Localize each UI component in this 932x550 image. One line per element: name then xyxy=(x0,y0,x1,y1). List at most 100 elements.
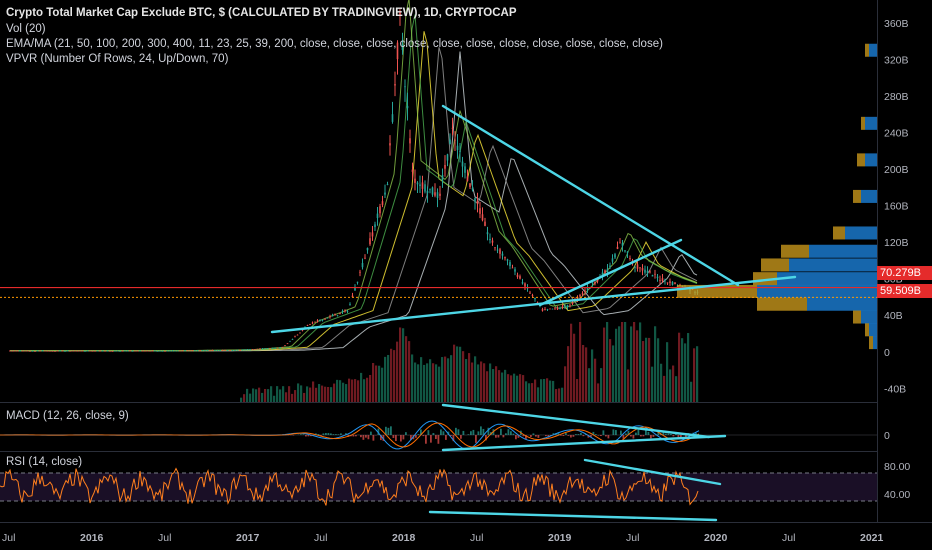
price-candle-body xyxy=(636,264,639,269)
price-candle-body xyxy=(156,350,159,352)
indicator-volume-label[interactable]: Vol (20) xyxy=(6,23,46,35)
price-candle-body xyxy=(464,166,466,173)
price-candle-body xyxy=(131,350,134,352)
macd-histogram-bar xyxy=(497,435,500,438)
price-candle-body xyxy=(26,350,29,352)
price-candle-body xyxy=(71,350,74,352)
volume-bar xyxy=(369,374,372,402)
macd-histogram-bar xyxy=(410,435,412,441)
volume-bar xyxy=(423,364,426,402)
volume-bar xyxy=(624,322,627,402)
macd-histogram-bar xyxy=(382,435,385,441)
macd-histogram-bar xyxy=(462,430,465,435)
price-candle-body xyxy=(211,350,214,351)
volume-bar xyxy=(690,381,693,402)
price-candle-body xyxy=(114,350,116,352)
price-candle-body xyxy=(334,314,336,316)
price-candle-body xyxy=(44,350,46,352)
price-candle-body xyxy=(534,297,536,300)
time-axis-tick: Jul xyxy=(158,532,171,544)
time-axis-tick: 2018 xyxy=(392,532,416,544)
price-candle-body xyxy=(251,349,254,351)
macd-histogram-bar xyxy=(460,435,462,439)
volume-bar xyxy=(486,371,489,402)
vpvr-up-bar xyxy=(861,189,877,203)
rising-trendline[interactable] xyxy=(538,238,683,307)
macd-histogram-bar xyxy=(305,435,307,437)
chart-title: Crypto Total Market Cap Exclude BTC, $ (… xyxy=(6,7,517,19)
macd-upper-trendline[interactable] xyxy=(441,403,711,439)
price-candle-body xyxy=(551,308,554,310)
vpvr-down-bar xyxy=(865,323,869,337)
macd-histogram-bar xyxy=(572,435,575,437)
macd-histogram-bar xyxy=(395,435,397,442)
volume-bar xyxy=(597,383,600,402)
macd-histogram-bar xyxy=(335,434,337,435)
time-axis-tick: 2021 xyxy=(860,532,884,544)
volume-bar xyxy=(654,326,657,402)
price-candle-body xyxy=(181,350,184,352)
price-candle-body xyxy=(391,114,394,122)
price-candle-body xyxy=(531,295,534,296)
volume-bar xyxy=(552,380,555,402)
volume-bar xyxy=(375,365,378,402)
resistance-trendline[interactable] xyxy=(441,104,740,287)
volume-bar xyxy=(579,322,582,402)
price-candle-body xyxy=(634,267,636,268)
volume-bar xyxy=(474,356,477,402)
support-trendline[interactable] xyxy=(270,275,797,334)
macd-histogram-bar xyxy=(367,435,370,440)
volume-bar xyxy=(573,333,576,402)
price-candle-body xyxy=(474,198,476,202)
macd-histogram-bar xyxy=(637,429,640,435)
indicator-ema-ma-label[interactable]: EMA/MA (21, 50, 100, 200, 300, 400, 11, … xyxy=(6,38,663,50)
price-candle-body xyxy=(586,287,589,290)
vpvr-up-bar xyxy=(869,43,877,57)
volume-bar xyxy=(615,328,618,402)
price-candle-body xyxy=(306,324,309,326)
price-candle-body xyxy=(241,349,244,351)
volume-bar xyxy=(438,366,441,402)
price-candle-body xyxy=(284,345,286,347)
price-candle-body xyxy=(89,350,91,352)
volume-bar xyxy=(333,383,336,402)
price-candle-body xyxy=(356,281,359,283)
volume-bar xyxy=(288,386,291,402)
macd-histogram-bar xyxy=(505,433,507,435)
price-candle-body xyxy=(176,350,179,352)
macd-histogram-bar xyxy=(622,435,625,439)
rsi-pane-label[interactable]: RSI (14, close) xyxy=(6,456,83,468)
price-candle-body xyxy=(664,279,666,281)
volume-bar xyxy=(612,345,615,402)
volume-bar xyxy=(555,389,558,402)
rsi-axis-tick: 80.00 xyxy=(884,461,910,473)
rsi-lower-trendline[interactable] xyxy=(428,510,718,522)
price-axis-tick: 200B xyxy=(884,164,909,176)
price-candle-body xyxy=(169,350,171,352)
rsi-upper-trendline[interactable] xyxy=(583,458,722,486)
price-candle-body xyxy=(259,348,261,350)
indicator-vpvr-label[interactable]: VPVR (Number Of Rows, 24, Up/Down, 70) xyxy=(6,53,229,65)
macd-histogram-bar xyxy=(370,431,372,435)
price-candle-body xyxy=(459,151,461,153)
volume-bar xyxy=(306,386,309,402)
macd-pane-label[interactable]: MACD (12, 26, close, 9) xyxy=(6,410,129,422)
price-candle-body xyxy=(496,249,499,251)
macd-histogram-bar xyxy=(422,435,425,437)
price-candle-body xyxy=(426,191,429,194)
volume-bar xyxy=(684,343,687,402)
price-candle-body xyxy=(79,350,81,352)
price-candle-body xyxy=(419,184,421,186)
volume-bar xyxy=(648,337,651,402)
price-candle-body xyxy=(199,350,201,352)
macd-histogram-bar xyxy=(442,431,445,435)
vpvr-down-bar xyxy=(853,189,861,203)
price-candle-body xyxy=(144,350,146,352)
macd-lower-trendline[interactable] xyxy=(441,434,727,452)
price-candle-body xyxy=(481,214,484,221)
price-candle-body xyxy=(594,281,596,284)
vpvr-up-bar xyxy=(869,323,877,337)
vpvr-up-bar xyxy=(861,310,877,324)
price-candle-body xyxy=(369,238,371,245)
